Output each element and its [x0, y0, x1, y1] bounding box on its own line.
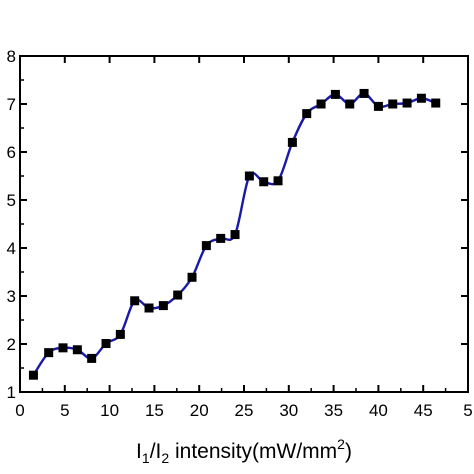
- x-axis-title-part: 2: [161, 450, 169, 466]
- data-point: [316, 99, 326, 109]
- data-point: [230, 230, 240, 240]
- x-tick-label: 15: [145, 401, 164, 420]
- x-axis-title-part: /I: [150, 440, 162, 463]
- data-point: [58, 343, 68, 353]
- y-tick-label: 1: [7, 383, 16, 402]
- data-point: [373, 101, 383, 111]
- x-axis-title: I1/I2 intensity(mW/mm2): [136, 436, 352, 466]
- data-point: [287, 137, 297, 147]
- data-point: [115, 329, 125, 339]
- data-point: [302, 109, 312, 119]
- data-point: [158, 301, 168, 311]
- data-point: [359, 88, 369, 98]
- data-point: [216, 233, 226, 243]
- data-point: [273, 176, 283, 186]
- x-axis-title-part: I: [136, 440, 142, 463]
- data-point: [173, 290, 183, 300]
- y-tick-label: 2: [7, 335, 16, 354]
- plot-frame: [19, 55, 469, 393]
- x-tick-label: 40: [369, 401, 388, 420]
- x-axis-title-part: ): [345, 440, 352, 463]
- y-axis-ticks: 1 2 3 4 5 6 7 8: [7, 47, 468, 402]
- data-point: [44, 348, 54, 358]
- x-tick-label: 5: [60, 401, 69, 420]
- data-point: [72, 345, 82, 355]
- x-tick-label: 5: [463, 401, 472, 420]
- data-point: [244, 171, 254, 181]
- data-point: [431, 98, 441, 108]
- data-point: [416, 93, 426, 103]
- data-point: [101, 339, 111, 349]
- data-point: [28, 370, 38, 380]
- x-axis-ticks: 0 5 10 15 20 25 30 35 40 45 5: [15, 56, 473, 420]
- data-point: [87, 353, 97, 363]
- x-tick-label: 35: [324, 401, 343, 420]
- x-tick-label: 0: [15, 401, 24, 420]
- y-tick-label: 6: [7, 143, 16, 162]
- data-point: [388, 99, 398, 109]
- data-point: [402, 98, 412, 108]
- data-point: [259, 177, 269, 187]
- x-axis-title-part: 1: [142, 450, 150, 466]
- data-series: [28, 88, 441, 380]
- x-tick-label: 25: [235, 401, 254, 420]
- plot-area-border: [19, 55, 469, 393]
- x-tick-label: 30: [279, 401, 298, 420]
- y-tick-label: 4: [7, 239, 16, 258]
- x-axis-title-part: 2: [337, 436, 345, 452]
- x-axis-title-part: intensity(mW/mm: [169, 440, 337, 463]
- data-point: [201, 241, 211, 251]
- data-point: [330, 89, 340, 99]
- y-tick-label: 5: [7, 191, 16, 210]
- y-tick-label: 7: [7, 95, 16, 114]
- data-point: [144, 303, 154, 313]
- x-tick-label: 45: [414, 401, 433, 420]
- x-tick-label: 10: [100, 401, 119, 420]
- data-point: [187, 272, 197, 282]
- data-point: [130, 296, 140, 306]
- data-point: [345, 99, 355, 109]
- y-tick-label: 8: [7, 47, 16, 66]
- y-tick-label: 3: [7, 287, 16, 306]
- x-tick-label: 20: [190, 401, 209, 420]
